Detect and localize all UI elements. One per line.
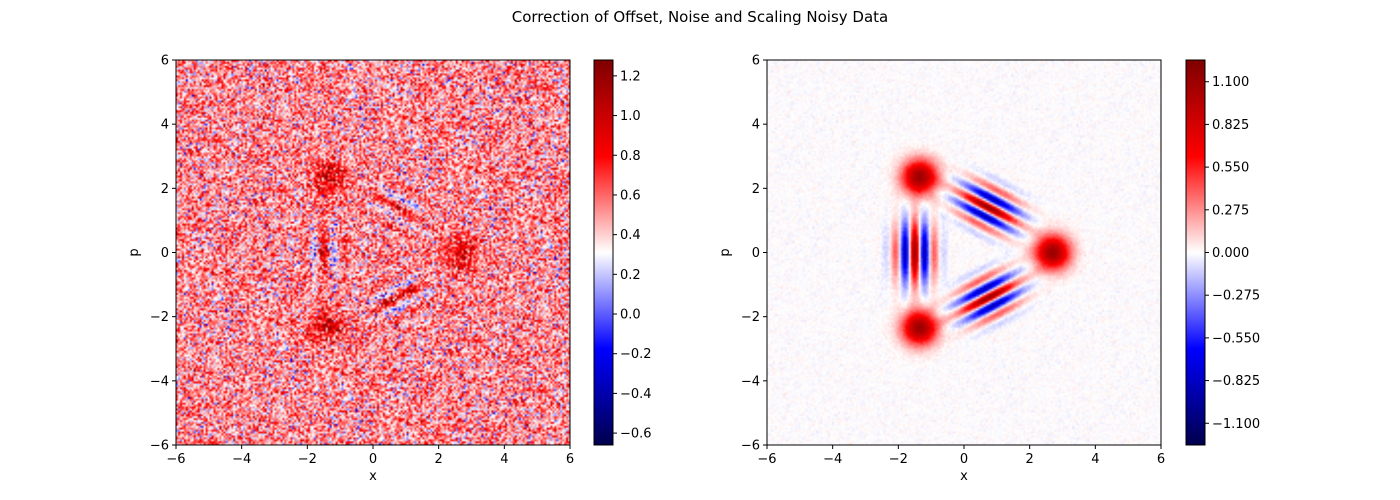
colorbar: [1185, 59, 1206, 446]
colorbar-tick-label: −0.6: [620, 427, 652, 442]
colorbar-tick-label: 0.6: [620, 188, 641, 203]
y-axis-label: p: [127, 248, 142, 256]
x-tick-label: −4: [823, 452, 842, 467]
y-tick-label: −6: [741, 439, 760, 454]
colorbar-tick-label: 0.2: [620, 268, 641, 283]
heatmap-2: [767, 60, 1161, 445]
x-tick-label: −4: [232, 452, 251, 467]
colorbar-tick-label: 0.0: [620, 308, 641, 323]
y-tick-label: −4: [150, 374, 169, 389]
y-tick-label: −2: [150, 310, 169, 325]
y-tick-label: −2: [741, 310, 760, 325]
x-axis-label: x: [960, 469, 968, 484]
heatmap-1: [176, 60, 570, 445]
panel-1: −6 −4 −2 0 2 4 6 −6 −4 −2 0 2 4 6 x p −0.6 −0.4 −0.2 0.0 0.2…: [127, 54, 652, 485]
x-tick-label: −6: [166, 452, 185, 467]
y-tick-label: 6: [752, 54, 760, 69]
colorbar-tick-label: 1.2: [620, 69, 641, 84]
x-tick-label: −6: [757, 452, 776, 467]
x-tick-label: 2: [1026, 452, 1034, 467]
x-tick-label: 6: [566, 452, 574, 467]
colorbar-tick-label: −0.550: [1212, 331, 1260, 346]
colorbar-tick-label: 0.4: [620, 228, 641, 243]
colorbar-tick-label: −1.100: [1212, 417, 1260, 432]
y-tick-label: −6: [150, 439, 169, 454]
panel-2: −6 −4 −2 0 2 4 6 −6 −4 −2 0 2 4 6 x p −1.100 −0.825 −0.550…: [718, 54, 1260, 485]
y-tick-label: 2: [161, 182, 169, 197]
colorbar-tick-label: 1.100: [1212, 75, 1249, 90]
y-tick-label: 0: [161, 246, 169, 261]
y-tick-label: 0: [752, 246, 760, 261]
x-tick-label: 2: [435, 452, 443, 467]
y-axis-label: p: [718, 248, 733, 256]
y-tick-label: 6: [161, 54, 169, 69]
x-tick-label: 4: [1091, 452, 1099, 467]
y-tick-label: −4: [741, 374, 760, 389]
x-tick-label: 0: [369, 452, 377, 467]
panels: −6 −4 −2 0 2 4 6 −6 −4 −2 0 2 4 6 x p −0.6 −0.4 −0.2 0.0 0.2…: [127, 54, 1260, 485]
colorbar-tick-label: 0.275: [1212, 203, 1249, 218]
x-tick-label: −2: [298, 452, 317, 467]
colorbar-tick-label: −0.2: [620, 347, 652, 362]
colorbar: [593, 59, 614, 446]
y-tick-label: 2: [752, 182, 760, 197]
figure-title: Correction of Offset, Noise and Scaling …: [512, 8, 889, 26]
y-tick-label: 4: [161, 118, 169, 133]
x-tick-label: −2: [889, 452, 908, 467]
colorbar-tick-label: 1.0: [620, 109, 641, 124]
colorbar-tick-label: 0.825: [1212, 118, 1249, 133]
y-tick-label: 4: [752, 118, 760, 133]
x-tick-label: 6: [1157, 452, 1165, 467]
x-tick-label: 0: [960, 452, 968, 467]
colorbar-tick-label: −0.825: [1212, 374, 1260, 389]
colorbar-tick-label: 0.550: [1212, 161, 1249, 176]
colorbar-tick-label: 0.8: [620, 149, 641, 164]
x-axis-label: x: [369, 469, 377, 484]
colorbar-tick-label: 0.000: [1212, 246, 1249, 261]
x-tick-label: 4: [500, 452, 508, 467]
colorbar-tick-label: −0.275: [1212, 289, 1260, 304]
colorbar-tick-label: −0.4: [620, 387, 652, 402]
